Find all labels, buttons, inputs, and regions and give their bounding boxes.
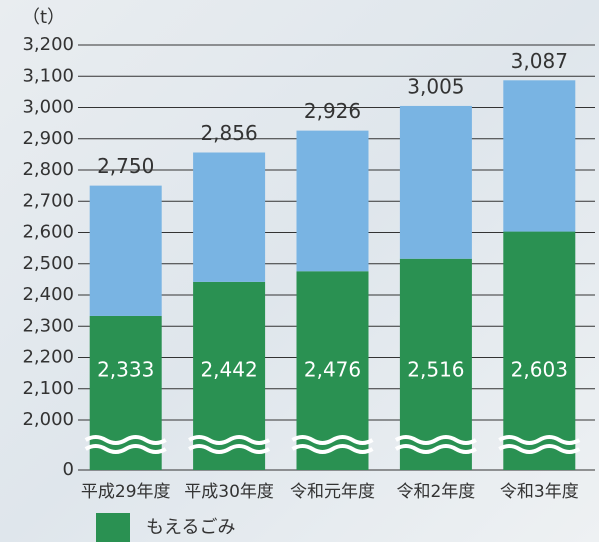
total-label: 3,005 — [407, 74, 464, 98]
total-label: 2,856 — [200, 121, 257, 145]
y-tick-label: 3,000 — [22, 97, 74, 118]
bar-segment — [193, 153, 265, 282]
y-tick-label: 2,300 — [22, 315, 74, 336]
y-tick-label: 2,900 — [22, 128, 74, 149]
x-tick-label: 平成30年度 — [184, 482, 274, 502]
bar-segment — [90, 186, 162, 316]
value-label: 2,516 — [407, 358, 464, 382]
y-tick-label: 2,800 — [22, 159, 74, 180]
x-tick-label: 平成29年度 — [81, 482, 171, 502]
total-label: 2,926 — [304, 99, 361, 123]
y-tick-label: 2,000 — [22, 409, 74, 430]
total-label: 2,750 — [97, 154, 154, 178]
value-label: 2,333 — [97, 358, 154, 382]
x-tick-label: 令和2年度 — [396, 482, 475, 502]
bar-segment — [503, 232, 575, 470]
legend-label: もえるごみ — [146, 517, 235, 538]
y-tick-label: 3,200 — [22, 34, 74, 55]
x-tick-label: 令和元年度 — [290, 482, 375, 502]
value-label: 2,442 — [200, 358, 257, 382]
total-label: 3,087 — [511, 49, 568, 73]
chart: （t） 0 2,000 2,100 2,200 2,300 2,400 2,500 2,600… — [0, 0, 599, 542]
y-tick-label: 3,100 — [22, 65, 74, 86]
y-axis-unit: （t） — [22, 7, 65, 28]
bar-segment — [503, 80, 575, 231]
value-label: 2,603 — [511, 358, 568, 382]
y-tick-label: 2,500 — [22, 253, 74, 274]
y-tick-label: 2,200 — [22, 347, 74, 368]
value-label: 2,476 — [304, 358, 361, 382]
bar-segment — [400, 106, 472, 259]
x-tick-label: 令和3年度 — [500, 482, 579, 502]
y-tick-label: 2,600 — [22, 222, 74, 243]
y-tick-label: 2,700 — [22, 190, 74, 211]
y-tick-label: 2,100 — [22, 378, 74, 399]
legend-swatch — [96, 513, 130, 542]
y-tick-label: 0 — [63, 459, 74, 480]
y-tick-label: 2,400 — [22, 284, 74, 305]
bar-segment — [297, 131, 369, 272]
